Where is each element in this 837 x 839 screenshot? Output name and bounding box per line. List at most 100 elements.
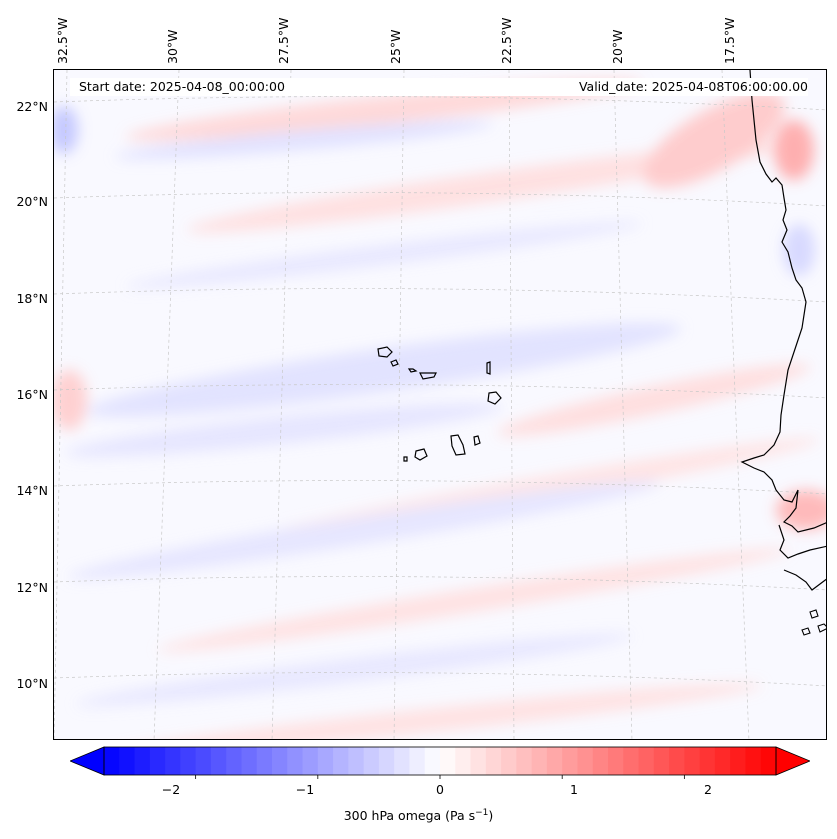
colorbar-cell — [485, 747, 502, 775]
descent-spot — [774, 120, 814, 180]
colorbar-label: 300 hPa omega (Pa s−1) — [343, 808, 494, 824]
colorbar-min-extend-arrow — [70, 746, 105, 776]
colorbar-cell — [455, 747, 472, 775]
colorbar-cell — [424, 747, 441, 775]
omega-field-map — [54, 70, 826, 739]
colorbar-cell — [531, 747, 548, 775]
colorbar-cell — [256, 747, 273, 775]
colorbar-cell — [134, 747, 151, 775]
colorbar-cell — [745, 747, 762, 775]
colorbar-cell — [165, 747, 181, 775]
colorbar-cell — [180, 747, 197, 775]
colorbar-cell — [302, 747, 319, 775]
colorbar-cell — [394, 747, 411, 775]
colorbar-tick-label: −1 — [295, 782, 315, 797]
colorbar-cell — [470, 747, 487, 775]
lon-label-32-5w: 32.5°W — [55, 17, 70, 64]
colorbar-cell — [608, 747, 624, 775]
omega-anomalies — [54, 79, 826, 739]
cape-verde-islands — [377, 346, 502, 462]
colorbar-cell — [363, 747, 380, 775]
colorbar-cell — [378, 747, 395, 775]
sao-nicolau-island — [407, 368, 418, 373]
colorbar-cell — [730, 747, 747, 775]
colorbar-cell — [760, 747, 777, 775]
valid-date-label: Valid_date: 2025-04-08T06:00:00.00 — [578, 79, 808, 94]
colorbar-cell — [516, 747, 533, 775]
lon-label-25w: 25°W — [388, 29, 403, 64]
colorbar-cell — [699, 747, 716, 775]
colorbar-tick-label: −2 — [161, 782, 181, 797]
colorbar-cell — [104, 747, 120, 775]
ascent-band — [76, 633, 632, 707]
lat-label-20n: 20°N — [16, 194, 48, 209]
colorbar-cell — [577, 747, 594, 775]
colorbar-cell — [195, 747, 212, 775]
date-info-bar — [70, 78, 808, 96]
ascent-band — [65, 403, 503, 457]
map-panel — [53, 69, 827, 740]
ilheu-islet — [419, 372, 437, 380]
lon-label-27-5w: 27.5°W — [276, 17, 291, 64]
descent-band — [157, 548, 791, 652]
colorbar-cell — [546, 747, 563, 775]
fogo-island — [414, 448, 428, 461]
lat-label-16n: 16°N — [16, 387, 48, 402]
boa-vista-island — [487, 391, 502, 405]
ascent-spot — [783, 224, 815, 276]
descent-spot — [54, 370, 87, 430]
west-africa-coastline — [740, 70, 826, 533]
start-date-label: Start date: 2025-04-08_00:00:00 — [79, 79, 285, 94]
colorbar-cell — [653, 747, 670, 775]
ascent-band — [125, 221, 643, 289]
santiago-island — [450, 434, 466, 456]
colorbar-cell — [669, 747, 685, 775]
colorbar-cell — [562, 747, 579, 775]
colorbar-cell — [638, 747, 655, 775]
lon-label-22-5w: 22.5°W — [499, 17, 514, 64]
colorbar-cell — [241, 747, 258, 775]
guinea-bissau-coast — [783, 569, 826, 591]
gambia-coast — [778, 524, 826, 559]
gridlines — [54, 70, 826, 739]
colorbar-cell — [272, 747, 288, 775]
descent-band — [186, 143, 782, 233]
colorbar-cell — [317, 747, 334, 775]
lat-label-18n: 18°N — [16, 291, 48, 306]
colorbar-cell — [210, 747, 227, 775]
colorbar-cell — [409, 747, 426, 775]
lon-label-20w: 20°W — [610, 29, 625, 64]
maio-island — [473, 435, 481, 446]
ascent-band — [86, 322, 682, 418]
lat-label-22n: 22°N — [16, 99, 48, 114]
colorbar — [70, 746, 810, 779]
bijagos-islands — [801, 609, 826, 636]
colorbar-cell — [287, 747, 304, 775]
lat-label-14n: 14°N — [16, 483, 48, 498]
colorbar-cell — [501, 747, 517, 775]
descent-band — [497, 364, 811, 436]
ascent-band — [67, 481, 661, 579]
colorbar-tick-label: 1 — [570, 782, 578, 797]
lat-label-12n: 12°N — [16, 580, 48, 595]
colorbar-cell — [623, 747, 640, 775]
descent-spot — [776, 490, 826, 530]
colorbar-cell — [440, 747, 456, 775]
colorbar-max-extend-arrow — [775, 746, 810, 776]
colorbar-cell — [684, 747, 701, 775]
colorbar-cell — [333, 747, 349, 775]
sao-vicente-island — [390, 359, 399, 367]
lon-label-30w: 30°W — [165, 29, 180, 64]
colorbar-tick-label: 2 — [704, 782, 712, 797]
ascent-band — [114, 120, 494, 160]
brava-island — [403, 456, 408, 462]
lat-label-10n: 10°N — [16, 676, 48, 691]
colorbar-cell — [226, 747, 243, 775]
colorbar-cell — [714, 747, 731, 775]
descent-band — [105, 683, 763, 739]
santo-antao-island — [377, 346, 393, 358]
colorbar-tick-marks — [195, 775, 685, 779]
descent-band — [643, 92, 785, 188]
lon-label-17-5w: 17.5°W — [722, 17, 737, 64]
colorbar-cell — [149, 747, 166, 775]
